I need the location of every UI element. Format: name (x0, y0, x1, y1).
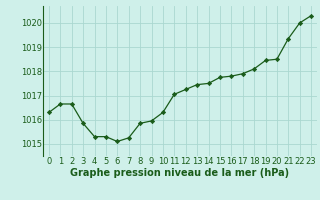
X-axis label: Graphe pression niveau de la mer (hPa): Graphe pression niveau de la mer (hPa) (70, 168, 290, 178)
